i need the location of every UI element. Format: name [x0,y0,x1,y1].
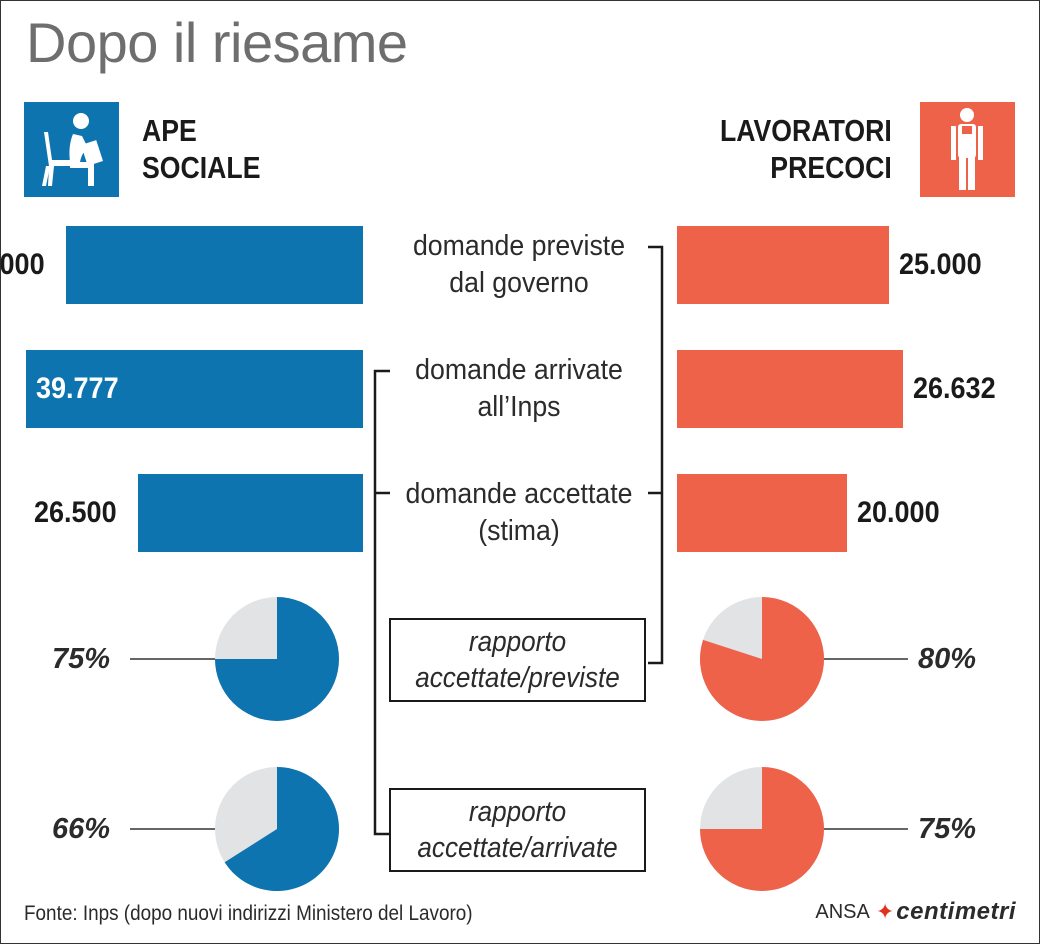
group-label-ape-sociale: APE SOCIALE [142,112,261,186]
ratio-label: rapporto accettate/previste [404,624,632,696]
star-icon: ✦ [875,899,895,924]
metric-label-line2: dal governo [449,267,589,299]
chart-title: Dopo il riesame [26,11,408,74]
group-label-line2: SOCIALE [142,150,261,185]
group-label-line2: PRECOCI [770,150,892,185]
ratio-label-line2: accettate/arrivate [417,832,618,864]
bar-lavoratori-precoci [677,474,847,552]
ratio-label-line1: rapporto [468,796,567,828]
bracket-previste-to-ratio [648,245,664,665]
credit: ANSA ✦ centimetri [815,898,1016,926]
pie-percent-label: 80% [918,643,977,675]
standing-worker-icon [920,102,1015,197]
bar-lavoratori-precoci [677,226,889,304]
pie-slice [224,767,339,891]
seated-person-icon [24,102,119,197]
bar-ape-sociale [66,226,363,304]
bracket-arrivate-to-ratio [373,369,390,836]
group-label-line1: APE [142,113,197,148]
metric-label-line1: domande arrivate [415,354,623,386]
bar-value-ape-sociale: 39.777 [35,372,119,405]
ratio-box-accettate-previste: rapporto accettate/previste [389,618,646,702]
pie-slice [700,767,824,891]
bar-value-lavoratori-precoci: 25.000 [898,248,982,281]
metric-label-previste: domande previste dal governo [386,228,653,302]
bar-value-ape-sociale: 26.500 [34,496,117,529]
ratio-label-line1: rapporto [468,626,567,658]
ratio-label: rapporto accettate/arrivate [404,794,632,866]
group-label-lavoratori-precoci: LAVORATORI PRECOCI [720,112,892,186]
metric-label-arrivate: domande arrivate all’Inps [386,352,653,426]
metric-label-line1: domande previste [412,230,626,262]
bar-value-lavoratori-precoci: 26.632 [912,372,996,405]
source-note: Fonte: Inps (dopo nuovi indirizzi Minist… [24,902,473,925]
ratio-box-accettate-arrivate: rapporto accettate/arrivate [389,788,646,872]
pie-percent-label: 75% [918,813,977,845]
bar-value-lavoratori-precoci: 20.000 [856,496,940,529]
bar-ape-sociale [25,350,363,428]
metric-label-accettate: domande accettate (stima) [386,476,653,550]
metric-label-line2: (stima) [478,515,560,547]
pie-percent-label: 75% [52,643,111,675]
metric-label-line2: all’Inps [477,391,561,423]
bar-ape-sociale [138,474,363,552]
bar-value-ape-sociale: 35.000 [0,248,45,281]
agency-name: ANSA [815,900,870,923]
pie-percent-label: 66% [52,813,111,845]
bar-lavoratori-precoci [677,350,903,428]
ratio-label-line2: accettate/previste [415,662,620,694]
metric-label-line1: domande accettate [405,478,633,510]
brand-logo: centimetri [896,898,1016,925]
group-label-line1: LAVORATORI [720,113,892,148]
pie-slice [700,597,825,721]
pie-slice [215,597,339,721]
